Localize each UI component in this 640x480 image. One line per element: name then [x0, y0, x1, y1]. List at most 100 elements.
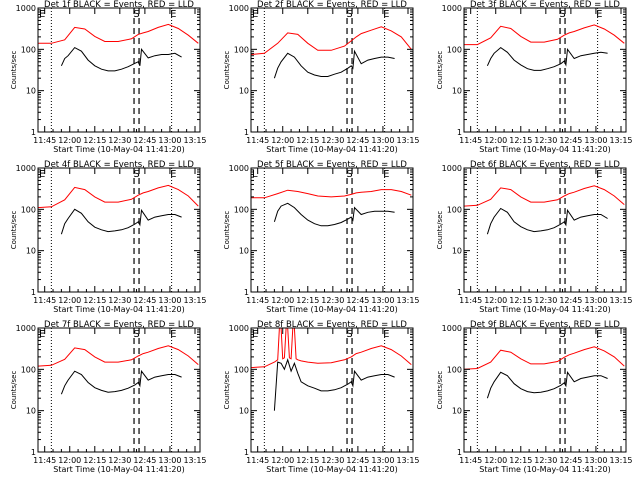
event-marker: S — [346, 329, 352, 340]
lld-series-line — [250, 26, 412, 55]
panel-title: Det 5f BLACK = Events, RED = LLD — [257, 160, 407, 170]
y-tick-label: 100 — [21, 365, 36, 374]
y-axis-label: Counts/sec — [10, 211, 18, 250]
plot-frame — [250, 327, 414, 453]
y-tick-label: 10 — [239, 247, 249, 256]
x-tick-label: 12:00 — [484, 136, 507, 145]
x-tick-label: 12:45 — [559, 456, 582, 465]
events-series-line — [60, 208, 182, 235]
x-axis-label: Start Time (10-May-04 11:41:20) — [53, 145, 184, 154]
lld-series-line — [38, 23, 199, 44]
panel-title: Det 8f BLACK = Events, RED = LLD — [257, 320, 407, 330]
event-marker: E — [383, 169, 389, 180]
plot-frame — [37, 7, 201, 133]
y-tick-label: 1000 — [229, 324, 249, 333]
y-tick-label: 10 — [239, 87, 249, 96]
event-marker: S — [559, 169, 565, 180]
x-tick-label: 13:15 — [183, 456, 206, 465]
event-marker: E — [383, 9, 389, 20]
x-tick-label: 12:00 — [271, 456, 294, 465]
y-tick-label: 100 — [447, 45, 462, 54]
x-tick-label: 11:45 — [459, 296, 482, 305]
event-marker: E — [39, 169, 45, 180]
y-tick-label: 100 — [234, 45, 249, 54]
x-tick-label: 12:45 — [133, 296, 156, 305]
panel-title: Det 6f BLACK = Events, RED = LLD — [470, 160, 620, 170]
x-tick-label: 12:30 — [534, 296, 557, 305]
x-tick-label: 12:00 — [271, 296, 294, 305]
events-series-line — [273, 358, 395, 411]
x-tick-label: 11:45 — [246, 456, 269, 465]
x-tick-label: 13:15 — [183, 136, 206, 145]
y-tick-label: 100 — [234, 365, 249, 374]
events-series-line — [486, 370, 608, 399]
event-marker: S — [133, 9, 139, 20]
x-axis-label: Start Time (10-May-04 11:41:20) — [266, 465, 397, 474]
plot-frame — [463, 327, 627, 453]
plot-frame — [463, 167, 627, 293]
plot-frame — [463, 7, 627, 133]
y-tick-label: 10 — [26, 87, 36, 96]
y-tick-label: 100 — [21, 205, 36, 214]
x-tick-label: 11:45 — [459, 136, 482, 145]
x-axis-label: Start Time (10-May-04 11:41:20) — [266, 305, 397, 314]
x-tick-label: 13:15 — [183, 296, 206, 305]
panel-title: Det 1f BLACK = Events, RED = LLD — [44, 0, 194, 10]
lld-series-line — [251, 189, 412, 199]
events-series-line — [486, 207, 608, 235]
event-marker: S — [346, 9, 352, 20]
x-tick-label: 11:45 — [33, 136, 56, 145]
y-tick-label: 10 — [26, 407, 36, 416]
x-tick-label: 12:15 — [83, 296, 106, 305]
x-tick-label: 13:00 — [158, 456, 181, 465]
x-tick-label: 13:15 — [396, 456, 419, 465]
events-series-line — [273, 202, 395, 227]
x-tick-label: 13:00 — [158, 136, 181, 145]
x-tick-label: 12:30 — [321, 296, 344, 305]
x-tick-label: 13:00 — [158, 296, 181, 305]
y-tick-label: 1 — [457, 288, 462, 297]
y-tick-label: 1000 — [229, 164, 249, 173]
y-tick-label: 1 — [457, 448, 462, 457]
x-tick-label: 11:45 — [246, 296, 269, 305]
y-axis-label: Counts/sec — [436, 51, 444, 90]
x-axis-label: Start Time (10-May-04 11:41:20) — [53, 465, 184, 474]
event-marker: S — [133, 169, 139, 180]
x-axis-label: Start Time (10-May-04 11:41:20) — [53, 305, 184, 314]
y-tick-label: 1000 — [442, 4, 462, 13]
x-tick-label: 13:00 — [371, 136, 394, 145]
y-tick-label: 1000 — [442, 164, 462, 173]
events-series-line — [60, 46, 182, 72]
event-marker: E — [39, 9, 45, 20]
y-axis-label: Counts/sec — [10, 51, 18, 90]
lld-series-line — [463, 185, 625, 207]
x-tick-label: 13:15 — [396, 136, 419, 145]
y-tick-label: 100 — [234, 205, 249, 214]
event-marker: E — [596, 9, 602, 20]
x-tick-label: 12:30 — [108, 296, 131, 305]
y-tick-label: 1 — [31, 288, 36, 297]
event-marker: E — [170, 9, 176, 20]
x-tick-label: 11:45 — [33, 296, 56, 305]
x-tick-label: 12:45 — [346, 456, 369, 465]
x-tick-label: 12:30 — [534, 136, 557, 145]
event-marker: E — [170, 169, 176, 180]
y-tick-label: 10 — [452, 247, 462, 256]
y-tick-label: 1 — [31, 128, 36, 137]
y-axis-label: Counts/sec — [223, 211, 231, 250]
panel-title: Det 3f BLACK = Events, RED = LLD — [470, 0, 620, 10]
x-tick-label: 13:15 — [609, 296, 632, 305]
y-tick-label: 100 — [21, 45, 36, 54]
event-marker: E — [170, 329, 176, 340]
y-axis-label: Counts/sec — [223, 371, 231, 410]
y-tick-label: 1 — [244, 288, 249, 297]
event-marker: S — [346, 169, 352, 180]
plot-frame — [37, 327, 201, 453]
x-tick-label: 12:00 — [58, 136, 81, 145]
x-tick-label: 12:00 — [58, 456, 81, 465]
event-marker: E — [252, 329, 258, 340]
